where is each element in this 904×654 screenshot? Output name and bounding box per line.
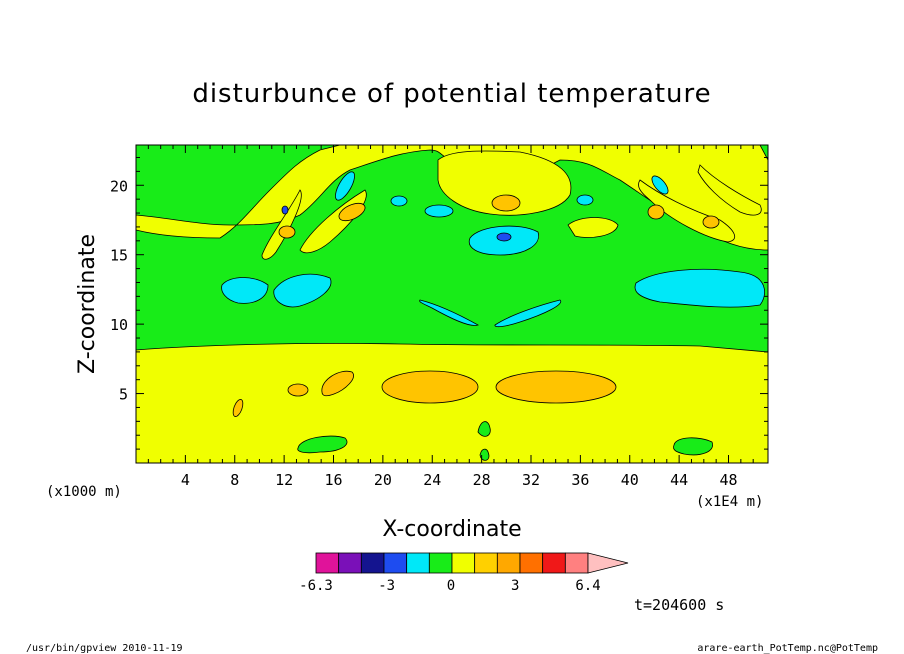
chart-title: disturbunce of potential temperature [192,79,711,109]
y-axis-label: Z-coordinate [75,234,100,374]
colorbar-cell [428,552,453,574]
cyan-patch-small-b [576,194,594,206]
y-tick-label: 10 [110,316,128,334]
orange-lens-small-2 [287,383,309,397]
x-tick-label: 32 [522,471,540,489]
upper-yellow-streak-2 [261,189,302,260]
colorbar-cell [360,552,385,574]
colorbar-cell [542,552,566,574]
cyan-patch-left [221,277,269,304]
x-axis-label: X-coordinate [382,517,521,542]
cyan-patch-small-a [390,195,408,207]
upper-orange-left [338,202,366,222]
upper-orange-left2 [278,225,296,239]
x-unit-left: (x1000 m) [46,484,122,500]
cyan-patch-left2 [273,273,332,308]
x-unit-right: (x1E4 m) [696,494,763,510]
upper-yellow-band-center [437,150,572,216]
x-axis-ticks: 4 8 12 16 20 24 28 32 36 40 44 48 [147,145,754,489]
upper-orange-right2 [702,215,720,229]
time-label: t=204600 s [634,596,724,614]
orange-lens-left [381,370,479,404]
upper-yellow-patch-right [567,217,619,238]
x-tick-label: 48 [719,471,737,489]
x-tick-label: 12 [275,471,293,489]
lower-positive-layer [135,342,769,464]
orange-lens-right [495,370,617,404]
colorbar-cell [338,552,362,574]
cyan-patch-right [634,268,765,308]
lower-green-patch-right [673,437,713,456]
lower-green-patch-center2 [479,448,490,461]
upper-orange-center [491,194,521,212]
colorbar-cell [474,552,498,574]
colorbar-cell [451,552,476,574]
colorbar-cell [519,552,544,574]
upper-yellow-streak-4 [697,164,762,216]
x-tick-label: 16 [324,471,342,489]
colorbar-tick-label: -6.3 [299,578,333,594]
colorbar-cell [315,552,340,574]
footer-left: /usr/bin/gpview 2010-11-19 [26,643,183,654]
colorbar: -6.3 -3 0 3 6.4 [299,552,629,594]
cyan-streak-center-left [419,299,479,326]
colorbar-cell [496,552,521,574]
plot-area [135,144,769,464]
colorbar-tick-label: -3 [378,578,395,594]
blue-core-left [281,205,289,215]
colorbar-cell [564,552,589,574]
x-tick-label: 4 [181,471,190,489]
x-tick-label: 28 [473,471,491,489]
colorbar-tick-label: 3 [511,578,519,594]
upper-orange-right [647,204,665,220]
cyan-patch-center-small [424,204,454,218]
cyan-patch-upper-left [335,171,355,201]
y-tick-label: 15 [110,247,128,265]
lower-green-patch-center [477,421,491,437]
footer-right: arare-earth_PotTemp.nc@PotTemp [697,643,878,654]
colorbar-cell [406,552,430,574]
x-tick-label: 36 [571,471,589,489]
y-tick-label: 5 [119,386,128,404]
colorbar-cell [383,552,408,574]
blue-core-center [496,232,512,242]
y-tick-label: 20 [110,177,128,195]
plot-frame [135,144,769,464]
x-tick-label: 44 [670,471,688,489]
y-axis-ticks: 5 10 15 20 [110,156,768,450]
x-tick-label: 24 [423,471,441,489]
x-tick-label: 40 [621,471,639,489]
colorbar-tick-label: 6.4 [575,578,600,594]
orange-lens-small-1 [321,370,354,397]
cyan-streak-center-right [494,299,562,328]
x-tick-label: 20 [374,471,392,489]
orange-lens-small-3 [232,399,244,417]
colorbar-tick-label: 0 [447,578,455,594]
cyan-patch-upper-right [651,175,669,195]
x-tick-label: 8 [230,471,239,489]
colorbar-arrow [587,552,629,574]
lower-green-patch-left [297,435,348,454]
